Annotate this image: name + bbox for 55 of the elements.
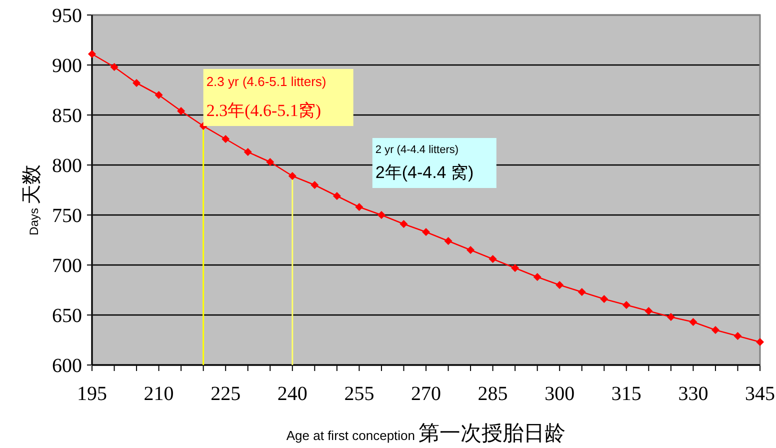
point [88,50,96,58]
point [689,318,698,326]
point [578,288,586,296]
point [177,107,186,115]
point [622,301,630,309]
point [132,79,141,87]
x-tick-label: 285 [478,383,508,405]
point [444,237,452,245]
point [400,220,408,228]
point [666,313,675,321]
y-axis-title: Days 天数 [21,164,43,236]
point [600,295,608,303]
y-tick-label: 600 [52,355,82,377]
point [222,135,230,143]
x-tick-label: 330 [678,383,708,405]
y-tick-label: 850 [52,105,82,127]
y-tick-label: 750 [52,205,82,227]
point [466,246,475,254]
point [266,158,274,166]
x-tick-label: 300 [544,383,575,405]
x-tick-label: 315 [611,383,642,405]
x-tick-label: 270 [411,383,441,405]
point [556,281,564,289]
point [377,211,386,219]
annotation: 2.3年(4.6-5.1窝) [206,101,322,120]
x-tick-label: 195 [77,383,107,405]
point [711,326,720,334]
x-tick-label: 345 [745,383,775,405]
point [310,181,319,189]
y-tick-label: 650 [52,305,82,327]
point [154,91,163,99]
x-tick-label: 225 [210,383,241,405]
x-tick-label: 240 [277,383,308,405]
y-tick-label: 700 [52,255,82,277]
annotation: 2年(4-4.4 窝) [375,163,474,182]
point [533,273,542,281]
point [110,63,118,71]
annotation: 2 yr (4-4.4 litters) [375,144,459,156]
x-tick-label: 255 [344,383,374,405]
point [355,203,364,211]
x-tick-label: 210 [144,383,174,405]
point [288,172,296,180]
x-axis-title: Age at first conception 第一次授胎日龄 [286,421,566,445]
point [734,332,742,340]
y-tick-label: 900 [52,55,82,77]
point [488,255,497,263]
annotation: 2.3 yr (4.6-5.1 litters) [206,74,326,89]
point [511,264,520,272]
point [244,148,252,156]
point [756,338,764,346]
point [644,307,653,315]
point [332,192,341,200]
point [422,228,430,236]
y-tick-label: 800 [52,155,82,177]
y-tick-label: 950 [52,5,82,27]
